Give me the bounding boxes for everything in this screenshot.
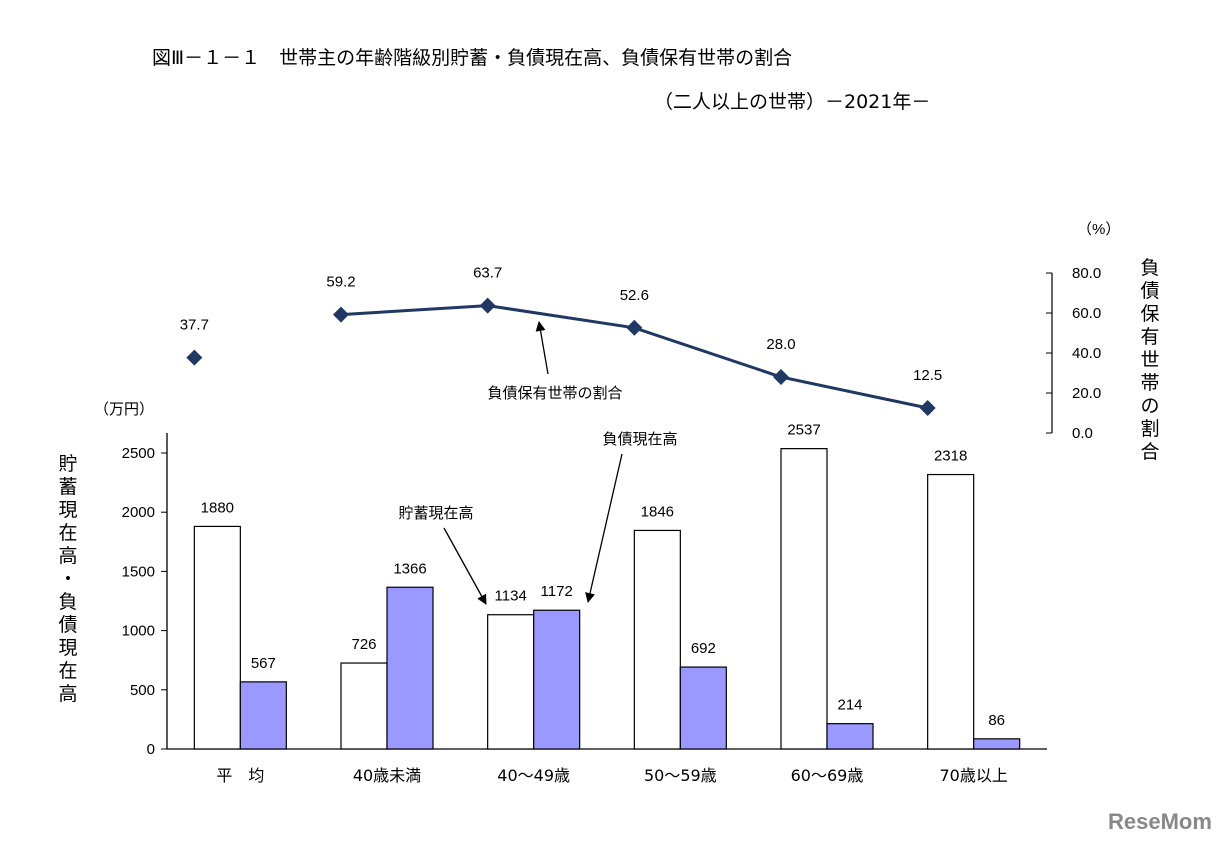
ratio-annotation: 負債保有世帯の割合 — [487, 384, 622, 402]
savings-value-label: 1880 — [201, 499, 234, 516]
ratio-point — [919, 400, 936, 416]
ratio-point — [479, 297, 496, 314]
chart-subtitle: （二人以上の世帯）－2021年－ — [654, 91, 930, 113]
debt-bar — [679, 666, 727, 750]
debt-bar — [533, 609, 581, 750]
bars — [193, 448, 1021, 750]
savings-bar — [633, 529, 681, 750]
y2-tick-label: 80.0 — [1072, 265, 1101, 282]
bar-axis: 0 500 1000 1500 2000 2500 — [122, 433, 1047, 758]
ratio-line-series: 37.7 59.2 63.7 52.6 28.0 12.5 — [180, 265, 942, 416]
y-tick-label: 1500 — [122, 563, 155, 580]
savings-bar — [780, 448, 828, 750]
savings-bar — [340, 662, 388, 750]
ratio-point — [333, 306, 349, 323]
category-label: 40歳未満 — [353, 766, 421, 785]
debt-bar — [386, 586, 434, 750]
y-tick-label: 2000 — [122, 504, 155, 521]
y-axis-label: 貯蓄現在高・負債現在高 — [58, 453, 77, 705]
y2-tick-label: 60.0 — [1072, 305, 1101, 322]
savings-annotation-arrow — [443, 527, 487, 605]
y-tick-label: 1000 — [122, 623, 155, 640]
ratio-value-label: 59.2 — [326, 274, 355, 291]
savings-bar — [487, 614, 535, 750]
savings-bar — [927, 473, 975, 750]
y2-tick-label: 0.0 — [1072, 425, 1093, 442]
debt-value-label: 1366 — [393, 560, 426, 577]
ratio-annotation-arrow — [535, 321, 549, 375]
savings-bar — [193, 525, 241, 750]
ratio-point — [773, 369, 789, 385]
chart-title: 図Ⅲ－１－１ 世帯主の年齢階級別貯蓄・負債現在高、負債保有世帯の割合 — [152, 47, 792, 69]
ratio-value-label: 63.7 — [473, 265, 502, 282]
y2-tick-label: 40.0 — [1072, 345, 1101, 362]
savings-annotation: 貯蓄現在高 — [398, 504, 473, 522]
category-label: 平 均 — [216, 766, 264, 785]
debt-value-label: 692 — [691, 640, 716, 657]
y-axis-unit: （万円） — [94, 401, 154, 418]
ratio-point — [626, 319, 643, 336]
category-label: 60～69歳 — [791, 766, 864, 785]
category-labels: 平 均 40歳未満 40～49歳 50～59歳 60～69歳 70歳以上 — [216, 766, 1008, 785]
y2-axis-label: 負債保有世帯の割合 — [1140, 257, 1159, 463]
bar-labels: 1880 567 726 1366 1134 1172 1846 692 2537 214 2318… — [201, 422, 1005, 729]
ratio-value-label: 37.7 — [180, 317, 209, 334]
y-tick-label: 2500 — [122, 445, 155, 462]
debt-value-label: 86 — [988, 712, 1005, 729]
debt-bar — [973, 738, 1021, 750]
savings-value-label: 2537 — [787, 422, 820, 439]
ratio-value-label: 52.6 — [620, 287, 649, 304]
category-label: 70歳以上 — [939, 766, 1007, 785]
savings-value-label: 1846 — [641, 503, 674, 520]
y-tick-label: 500 — [130, 682, 155, 699]
ratio-point — [186, 349, 203, 366]
debt-bar — [826, 723, 874, 750]
savings-value-label: 1134 — [495, 588, 527, 605]
savings-value-label: 726 — [351, 636, 376, 653]
debt-value-label: 1172 — [541, 583, 573, 600]
y2-axis-unit: （%） — [1077, 221, 1120, 238]
ratio-value-label: 12.5 — [913, 367, 942, 384]
y2-tick-label: 20.0 — [1072, 385, 1101, 402]
debt-bar — [239, 681, 287, 750]
savings-value-label: 2318 — [934, 448, 967, 465]
debt-value-label: 214 — [837, 697, 862, 714]
category-label: 40～49歳 — [497, 766, 570, 785]
watermark-logo: ReseMom — [1108, 809, 1212, 834]
debt-annotation-arrow — [585, 453, 623, 603]
y-tick-label: 0 — [147, 741, 155, 758]
category-label: 50～59歳 — [644, 766, 717, 785]
right-axis: 0.0 20.0 40.0 60.0 80.0 — [1046, 265, 1101, 442]
debt-value-label: 567 — [251, 655, 276, 672]
debt-annotation: 負債現在高 — [602, 430, 677, 448]
ratio-value-label: 28.0 — [766, 336, 795, 353]
